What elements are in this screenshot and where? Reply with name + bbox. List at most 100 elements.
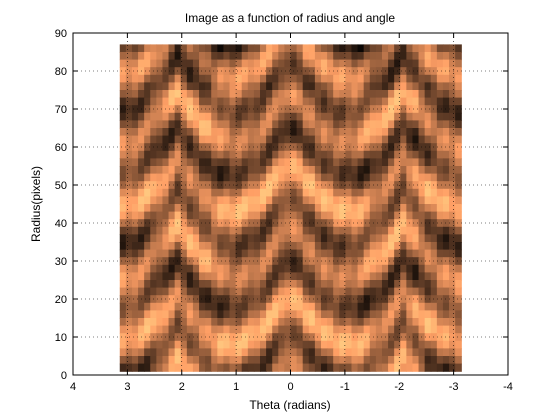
- heatmap-cell: [345, 272, 352, 280]
- heatmap-cell: [327, 212, 334, 220]
- heatmap-cell: [260, 196, 267, 204]
- heatmap-cell: [162, 158, 169, 166]
- heatmap-cell: [242, 212, 249, 220]
- heatmap-cell: [175, 280, 182, 288]
- heatmap-cell: [248, 341, 255, 349]
- heatmap-cell: [138, 128, 145, 136]
- heatmap-cell: [211, 227, 218, 235]
- heatmap-cell: [187, 204, 194, 212]
- heatmap-cell: [248, 60, 255, 68]
- heatmap-cell: [443, 333, 450, 341]
- heatmap-cell: [138, 348, 145, 356]
- heatmap-cell: [248, 120, 255, 128]
- heatmap-cell: [156, 196, 163, 204]
- heatmap-cell: [272, 310, 279, 318]
- heatmap-cell: [193, 310, 200, 318]
- heatmap-cell: [175, 310, 182, 318]
- heatmap-cell: [406, 280, 413, 288]
- heatmap-cell: [437, 158, 444, 166]
- heatmap-cell: [394, 333, 401, 341]
- heatmap-cell: [120, 265, 127, 273]
- heatmap-cell: [181, 265, 188, 273]
- heatmap-cell: [345, 105, 352, 113]
- heatmap-cell: [431, 158, 438, 166]
- heatmap-cell: [230, 242, 237, 250]
- heatmap-cell: [284, 113, 291, 121]
- heatmap-cell: [449, 288, 456, 296]
- heatmap-cell: [126, 227, 133, 235]
- heatmap-cell: [223, 326, 230, 334]
- heatmap-cell: [345, 318, 352, 326]
- heatmap-cell: [376, 166, 383, 174]
- heatmap-cell: [248, 356, 255, 364]
- heatmap-cell: [205, 120, 212, 128]
- heatmap-cell: [321, 295, 328, 303]
- heatmap-cell: [284, 303, 291, 311]
- heatmap-cell: [278, 113, 285, 121]
- heatmap-cell: [278, 90, 285, 98]
- heatmap-cell: [169, 90, 176, 98]
- heatmap-cell: [327, 280, 334, 288]
- heatmap-cell: [169, 364, 176, 372]
- heatmap-cell: [364, 272, 371, 280]
- heatmap-cell: [370, 158, 377, 166]
- heatmap-cell: [303, 136, 310, 144]
- heatmap-cell: [315, 82, 322, 90]
- heatmap-cell: [297, 128, 304, 136]
- heatmap-cell: [175, 242, 182, 250]
- heatmap-cell: [351, 82, 358, 90]
- heatmap-cell: [248, 257, 255, 265]
- heatmap-cell: [181, 166, 188, 174]
- heatmap-cell: [181, 288, 188, 296]
- heatmap-cell: [425, 136, 432, 144]
- heatmap-cell: [199, 348, 206, 356]
- heatmap-cell: [327, 318, 334, 326]
- heatmap-cell: [248, 128, 255, 136]
- heatmap-cell: [199, 242, 206, 250]
- heatmap-cell: [431, 265, 438, 273]
- heatmap-cell: [199, 166, 206, 174]
- heatmap-cell: [388, 265, 395, 273]
- heatmap-cell: [376, 44, 383, 52]
- heatmap-cell: [400, 120, 407, 128]
- heatmap-cell: [187, 67, 194, 75]
- heatmap-cell: [144, 120, 151, 128]
- heatmap-cell: [199, 204, 206, 212]
- heatmap-cell: [156, 98, 163, 106]
- heatmap-cell: [266, 364, 273, 372]
- heatmap-cell: [437, 234, 444, 242]
- heatmap-cell: [150, 250, 157, 258]
- heatmap-cell: [144, 265, 151, 273]
- heatmap-cell: [254, 151, 261, 159]
- heatmap-cell: [162, 242, 169, 250]
- heatmap-cell: [394, 257, 401, 265]
- heatmap-cell: [242, 120, 249, 128]
- heatmap-cell: [388, 227, 395, 235]
- heatmap-cell: [193, 98, 200, 106]
- heatmap-cell: [272, 90, 279, 98]
- heatmap-cell: [236, 257, 243, 265]
- heatmap-cell: [388, 113, 395, 121]
- heatmap-cell: [333, 257, 340, 265]
- heatmap-cell: [345, 234, 352, 242]
- heatmap-cell: [425, 158, 432, 166]
- heatmap-cell: [169, 136, 176, 144]
- heatmap-cell: [138, 60, 145, 68]
- heatmap-cell: [321, 60, 328, 68]
- heatmap-cell: [406, 257, 413, 265]
- heatmap-cell: [333, 67, 340, 75]
- heatmap-cell: [309, 227, 316, 235]
- heatmap-cell: [175, 234, 182, 242]
- heatmap-cell: [394, 288, 401, 296]
- heatmap-cell: [144, 326, 151, 334]
- heatmap-cell: [199, 158, 206, 166]
- heatmap-cell: [230, 82, 237, 90]
- heatmap-cell: [351, 204, 358, 212]
- heatmap-cell: [443, 105, 450, 113]
- heatmap-cell: [315, 242, 322, 250]
- heatmap-cell: [223, 60, 230, 68]
- heatmap-cell: [370, 151, 377, 159]
- heatmap-cell: [364, 204, 371, 212]
- heatmap-cell: [443, 166, 450, 174]
- heatmap-cell: [291, 52, 298, 60]
